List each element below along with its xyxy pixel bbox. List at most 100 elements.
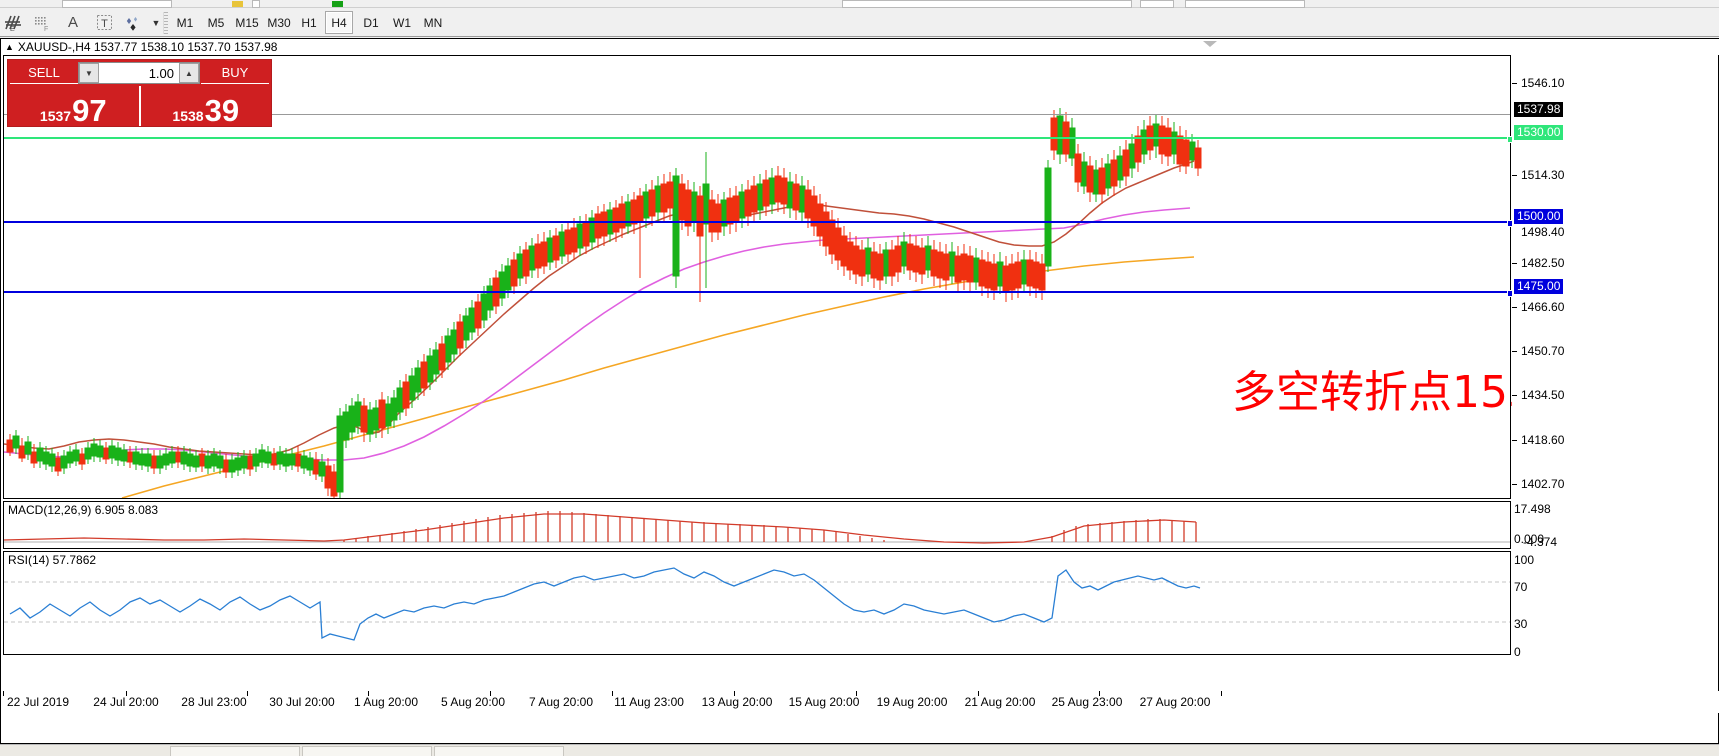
- blue-level-label-1475[interactable]: 1475.00: [1514, 279, 1564, 294]
- tab-timeframe-m5[interactable]: M5: [203, 11, 229, 34]
- lot-size-stepper[interactable]: ▼ 1.00 ▲: [78, 62, 200, 84]
- svg-text:T: T: [101, 18, 108, 30]
- rsi-tick-30: 30: [1514, 617, 1528, 631]
- taskbar-item-1[interactable]: [170, 746, 300, 756]
- tab-timeframe-d1[interactable]: D1: [358, 11, 384, 34]
- sell-price-integer: 1537: [39, 108, 72, 124]
- level-line-1475[interactable]: [4, 290, 1514, 297]
- strip-cell-2[interactable]: [252, 0, 260, 8]
- rsi-pane[interactable]: RSI(14) 57.7862: [3, 551, 1511, 655]
- timeframe-label: M5: [207, 15, 225, 30]
- text-label-icon[interactable]: A: [67, 14, 78, 31]
- lot-decrement-icon[interactable]: ▼: [79, 63, 99, 83]
- rsi-label: RSI(14) 57.7862: [8, 553, 97, 567]
- level-line-1500[interactable]: [4, 220, 1514, 227]
- price-tick: 1482.50: [1512, 256, 1564, 270]
- time-mark: [1099, 691, 1100, 696]
- strip-cell-3[interactable]: [842, 0, 1132, 8]
- time-mark: [978, 691, 979, 696]
- toolbar-grip[interactable]: [163, 12, 168, 34]
- rsi-tick-70: 70: [1514, 580, 1528, 594]
- tab-timeframe-m15[interactable]: M15: [232, 11, 262, 34]
- buy-price-display[interactable]: 1538 39: [138, 86, 272, 126]
- taskbar: [0, 744, 1719, 756]
- price-scale[interactable]: 1546.10 1514.30 1482.50 1466.60 1450.70 …: [1512, 55, 1657, 499]
- buy-button[interactable]: BUY: [201, 62, 269, 84]
- time-tick: 19 Aug 20:00: [876, 695, 948, 709]
- rsi-line: [4, 567, 1510, 641]
- timeframe-label: MN: [423, 15, 443, 30]
- tab-timeframe-h4[interactable]: H4: [325, 11, 353, 34]
- time-mark: [247, 691, 248, 696]
- chart-scroll-indicator-icon[interactable]: [1203, 41, 1217, 47]
- green-level-label[interactable]: 1530.00: [1514, 125, 1564, 140]
- price-tick: 1450.70: [1512, 344, 1564, 358]
- sell-price-display[interactable]: 1537 97: [8, 86, 139, 126]
- macd-tick-max: 17.498: [1514, 502, 1551, 516]
- rsi-tick-0: 0: [1514, 645, 1521, 659]
- tab-timeframe-mn[interactable]: MN: [419, 11, 447, 34]
- time-tick: 15 Aug 20:00: [788, 695, 860, 709]
- chart-symbol-header: ▲ XAUUSD-,H4 1537.77 1538.10 1537.70 153…: [1, 39, 1719, 55]
- time-mark: [1221, 691, 1222, 696]
- time-mark: [856, 691, 857, 696]
- svg-text:E: E: [10, 26, 15, 32]
- time-tick: 27 Aug 20:00: [1139, 695, 1211, 709]
- macd-pane[interactable]: MACD(12,26,9) 6.905 8.083: [3, 501, 1511, 549]
- tab-timeframe-h1[interactable]: H1: [297, 11, 321, 34]
- price-tick: 1546.10: [1512, 76, 1564, 90]
- indicators-icon[interactable]: E: [2, 11, 26, 34]
- tab-timeframe-w1[interactable]: W1: [389, 11, 415, 34]
- timeframe-label: H4: [331, 15, 347, 30]
- time-tick: 30 Jul 20:00: [269, 695, 335, 709]
- level-line-1530[interactable]: [4, 136, 1514, 143]
- time-scale[interactable]: 22 Jul 2019 24 Jul 20:00 28 Jul 23:00 30…: [1, 691, 1719, 713]
- timeframe-label: W1: [393, 15, 411, 30]
- time-tick: 11 Aug 23:00: [614, 695, 684, 709]
- last-price-line: [4, 114, 1510, 115]
- price-tick: 1402.70: [1512, 477, 1564, 491]
- sell-price-decimal: 97: [72, 93, 107, 128]
- time-mark: [126, 691, 127, 696]
- strip-cell-4[interactable]: [1140, 0, 1174, 8]
- time-tick: 25 Aug 23:00: [1051, 695, 1123, 709]
- last-price-label: 1537.98: [1514, 102, 1564, 117]
- lot-increment-icon[interactable]: ▲: [179, 63, 199, 83]
- time-mark: [368, 691, 369, 696]
- strip-color-swatch-green[interactable]: [332, 1, 343, 7]
- one-click-trading-panel[interactable]: SELL ▼ 1.00 ▲ BUY 1537 97 1538 39: [7, 59, 272, 127]
- taskbar-item-2[interactable]: [302, 746, 432, 756]
- macd-scale: 17.498 0.000 -4.374: [1512, 501, 1657, 549]
- price-tick: 1466.60: [1512, 300, 1564, 314]
- timeframe-label: M15: [235, 15, 259, 30]
- lot-size-value[interactable]: 1.00: [148, 65, 174, 81]
- sell-button[interactable]: SELL: [10, 62, 78, 84]
- timeframe-label: M1: [176, 15, 194, 30]
- chart-annotation-text[interactable]: 多空转折点1530: [1232, 367, 1564, 418]
- price-pane[interactable]: 多空转折点1530: [3, 55, 1564, 499]
- strip-cell-1[interactable]: [62, 0, 172, 8]
- price-tick: 1514.30: [1512, 168, 1564, 182]
- text-object-icon[interactable]: T: [92, 11, 116, 34]
- time-mark: [612, 691, 613, 696]
- oct-price-row: 1537 97 1538 39: [8, 86, 271, 126]
- buy-price-integer: 1538: [172, 108, 204, 124]
- strip-cell-5[interactable]: [1185, 0, 1305, 8]
- time-tick: 28 Jul 23:00: [181, 695, 247, 709]
- dropdown-arrow-icon[interactable]: ▼: [151, 17, 161, 28]
- macd-tick-min: -4.374: [1523, 535, 1558, 549]
- tab-timeframe-m30[interactable]: M30: [263, 11, 295, 34]
- blue-level-label-1500[interactable]: 1500.00: [1514, 209, 1564, 224]
- collapse-arrow-icon[interactable]: ▲: [5, 42, 14, 52]
- strip-color-swatch-yellow[interactable]: [232, 1, 243, 7]
- time-mark: [3, 691, 4, 696]
- time-tick: 21 Aug 20:00: [964, 695, 1036, 709]
- chart-window[interactable]: ▲ XAUUSD-,H4 1537.77 1538.10 1537.70 153…: [0, 38, 1719, 744]
- crosshair-grid-icon[interactable]: F: [30, 11, 54, 34]
- tab-timeframe-m1[interactable]: M1: [172, 11, 198, 34]
- taskbar-item-3[interactable]: [434, 746, 564, 756]
- time-mark: [734, 691, 735, 696]
- objects-icon[interactable]: [122, 11, 146, 34]
- candlestick-series: [6, 108, 1202, 498]
